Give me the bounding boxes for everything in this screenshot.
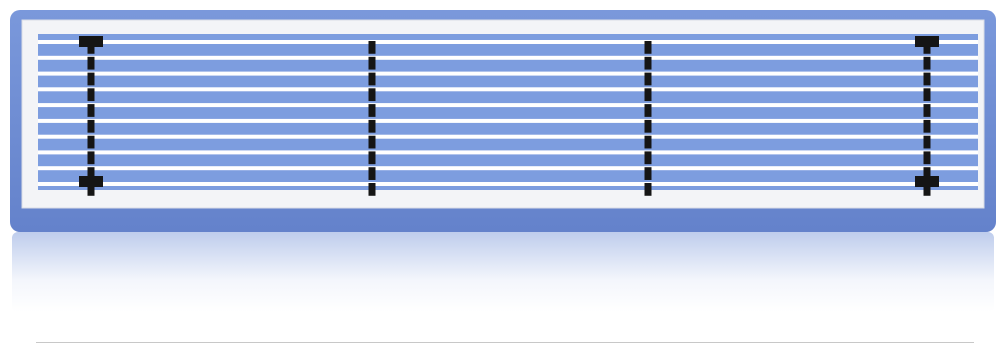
slat-clip (368, 183, 376, 196)
slat-clip (368, 88, 376, 102)
slat-clip (644, 72, 652, 86)
slat-clip (923, 41, 931, 54)
slat-clip (368, 56, 376, 70)
slat (38, 166, 978, 171)
end-bracket (915, 176, 939, 187)
slat-clip (923, 151, 931, 165)
slat-clip (368, 104, 376, 117)
slat-clip (368, 72, 376, 86)
slat-clip (644, 183, 652, 196)
grille-slot-area (38, 34, 978, 190)
slat (38, 103, 978, 108)
slat-clip (644, 56, 652, 70)
slat-clip (644, 41, 652, 54)
slat-clip (368, 41, 376, 54)
end-bracket (915, 36, 939, 47)
slat-clip (923, 88, 931, 102)
end-bracket (79, 36, 103, 47)
slat (38, 55, 978, 60)
slat-clip (368, 119, 376, 133)
slat-clip (644, 104, 652, 117)
slat-clip (923, 72, 931, 86)
slat-clip (87, 183, 95, 196)
slat (38, 71, 978, 76)
slat-clip (87, 104, 95, 117)
slat-clip (87, 88, 95, 102)
slat (38, 134, 978, 139)
slat (38, 182, 978, 186)
slat-clip (87, 41, 95, 54)
end-bracket (79, 176, 103, 187)
slat-clip (923, 56, 931, 70)
slat (38, 40, 978, 44)
slat-clip (368, 167, 376, 180)
clips-group (79, 36, 939, 196)
slat-clip (923, 104, 931, 117)
panel-reflection (12, 232, 994, 312)
slat-clip (644, 167, 652, 180)
slat (38, 87, 978, 92)
slat-clip (368, 151, 376, 165)
slat-clip (87, 56, 95, 70)
slat-clip (87, 151, 95, 165)
slat-clip (644, 119, 652, 133)
slat-clip (644, 151, 652, 165)
bottom-divider-line (36, 342, 974, 343)
slat-clip (923, 119, 931, 133)
slat (38, 150, 978, 155)
slat (38, 118, 978, 123)
slat-clip (923, 183, 931, 196)
slat-clip (87, 135, 95, 149)
slat-clip (87, 119, 95, 133)
slat-clip (923, 135, 931, 149)
slat-clip (923, 167, 931, 180)
slat-clip (644, 88, 652, 102)
slat-clip (644, 135, 652, 149)
slats-group (38, 40, 978, 186)
slat-clip (87, 72, 95, 86)
slat-clip (368, 135, 376, 149)
slat-clip (87, 167, 95, 180)
